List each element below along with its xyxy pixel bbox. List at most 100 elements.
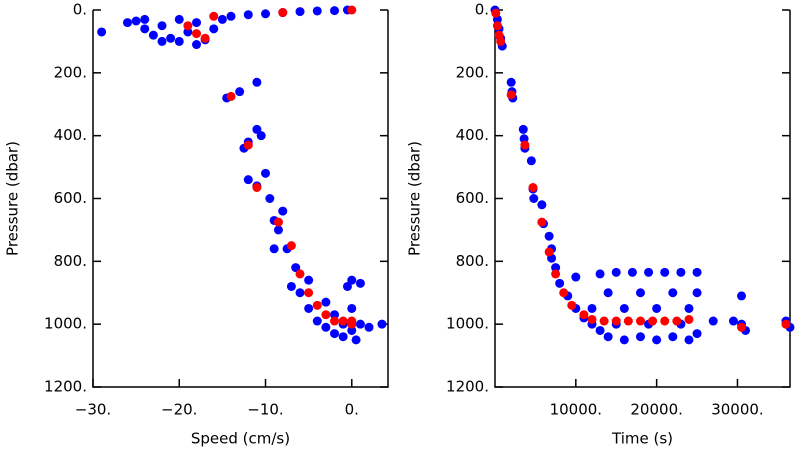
- data-point: [312, 300, 322, 310]
- data-point: [174, 14, 184, 24]
- data-point: [97, 27, 107, 37]
- x-tick-label: 30000.: [711, 401, 764, 419]
- data-point: [192, 18, 202, 28]
- data-point: [652, 335, 662, 345]
- y-tick-label: 600.: [54, 189, 87, 207]
- data-point: [243, 10, 253, 20]
- data-point: [355, 319, 365, 329]
- data-point: [603, 288, 613, 298]
- data-point: [781, 319, 791, 329]
- data-point: [528, 183, 538, 193]
- data-point: [355, 278, 365, 288]
- y-tick-label: 200.: [456, 63, 489, 81]
- data-point: [551, 263, 561, 273]
- data-point: [627, 267, 637, 277]
- data-point: [567, 300, 577, 310]
- data-point: [635, 332, 645, 342]
- data-point: [492, 21, 502, 31]
- data-point: [648, 316, 658, 326]
- data-point: [226, 91, 236, 101]
- data-point: [148, 30, 158, 40]
- data-point: [166, 33, 176, 43]
- data-point: [491, 8, 501, 18]
- data-point: [347, 303, 357, 313]
- data-point: [321, 322, 331, 332]
- data-point: [737, 322, 747, 332]
- data-point: [338, 316, 348, 326]
- data-point: [200, 33, 210, 43]
- data-point: [377, 319, 387, 329]
- data-point: [635, 288, 645, 298]
- y-tick-label: 1200.: [44, 378, 87, 396]
- data-point: [312, 6, 322, 16]
- data-point: [261, 168, 271, 178]
- data-point: [192, 40, 202, 50]
- data-point: [526, 156, 536, 166]
- data-point: [496, 36, 506, 46]
- data-point: [295, 288, 305, 298]
- data-point: [183, 27, 193, 37]
- x-tick-label: −10.: [247, 401, 283, 419]
- data-point: [611, 267, 621, 277]
- x-tick-label: −20.: [161, 401, 197, 419]
- data-point: [571, 272, 581, 282]
- data-point: [668, 332, 678, 342]
- data-point: [506, 77, 516, 87]
- data-point: [520, 140, 530, 150]
- data-point: [295, 7, 305, 17]
- data-point: [692, 288, 702, 298]
- x-tick-label: 20000.: [630, 401, 683, 419]
- data-point: [252, 124, 262, 134]
- data-point: [579, 310, 589, 320]
- data-point: [551, 269, 561, 279]
- y-axis-label: Pressure (dbar): [406, 141, 424, 256]
- x-tick-label: −30.: [75, 401, 111, 419]
- data-point: [273, 217, 283, 227]
- y-tick-label: 800.: [456, 252, 489, 270]
- y-tick-label: 400.: [456, 126, 489, 144]
- data-point: [660, 316, 670, 326]
- data-point: [555, 278, 565, 288]
- data-point: [559, 288, 569, 298]
- y-tick-label: 1200.: [446, 378, 489, 396]
- data-point: [286, 241, 296, 251]
- data-point: [338, 332, 348, 342]
- data-point: [209, 24, 219, 34]
- data-point: [157, 36, 167, 46]
- data-point: [728, 316, 738, 326]
- data-point: [623, 316, 633, 326]
- data-point: [644, 267, 654, 277]
- data-point: [183, 21, 193, 31]
- data-point: [684, 314, 694, 324]
- data-point: [684, 335, 694, 345]
- x-axis-label: Time (s): [611, 430, 673, 448]
- data-point: [286, 281, 296, 291]
- data-point: [261, 9, 271, 19]
- y-tick-label: 1000.: [446, 315, 489, 333]
- y-tick-label: 0.: [73, 1, 87, 19]
- data-point: [595, 325, 605, 335]
- data-point: [342, 281, 352, 291]
- data-point: [708, 316, 718, 326]
- data-point: [668, 288, 678, 298]
- data-point: [265, 194, 275, 203]
- data-point: [209, 11, 219, 21]
- data-point: [278, 8, 288, 18]
- data-point: [635, 316, 645, 326]
- data-point: [347, 319, 357, 329]
- data-point: [364, 322, 374, 332]
- axes-frame: [92, 10, 389, 388]
- data-point: [243, 175, 253, 185]
- data-point: [312, 316, 322, 326]
- data-point: [595, 269, 605, 279]
- y-axis-label: Pressure (dbar): [4, 141, 22, 256]
- data-point: [537, 217, 547, 227]
- x-tick-label: 10000.: [550, 401, 603, 419]
- data-point: [347, 5, 357, 15]
- data-point: [140, 24, 150, 34]
- data-point: [676, 267, 686, 277]
- data-point: [692, 329, 702, 339]
- data-point: [347, 325, 357, 335]
- data-point: [273, 225, 283, 235]
